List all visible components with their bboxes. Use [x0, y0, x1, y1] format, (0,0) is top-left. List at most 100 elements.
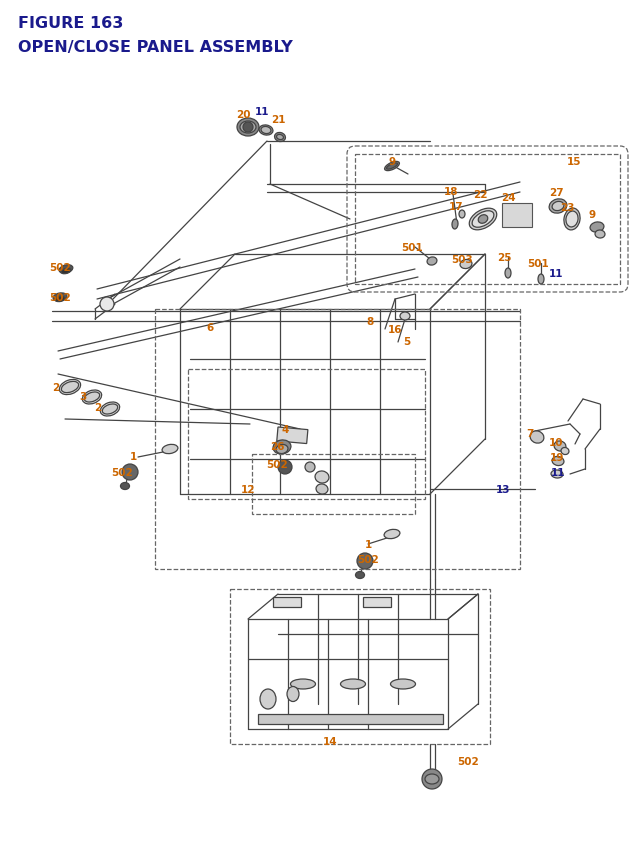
Text: 6: 6	[206, 323, 214, 332]
Text: 22: 22	[473, 189, 487, 200]
Ellipse shape	[400, 313, 410, 320]
FancyBboxPatch shape	[502, 204, 532, 228]
Text: 24: 24	[500, 193, 515, 202]
Ellipse shape	[505, 269, 511, 279]
Bar	[188, 369, 425, 499]
Text: 501: 501	[527, 258, 549, 269]
Ellipse shape	[384, 530, 400, 539]
Text: 502: 502	[357, 554, 379, 564]
Ellipse shape	[564, 209, 580, 231]
Ellipse shape	[552, 457, 564, 466]
Ellipse shape	[53, 294, 67, 301]
Ellipse shape	[469, 209, 497, 231]
Ellipse shape	[459, 211, 465, 219]
Ellipse shape	[291, 679, 316, 689]
Text: 21: 21	[271, 115, 285, 125]
Circle shape	[422, 769, 442, 789]
Text: 5: 5	[403, 337, 411, 347]
Text: 2: 2	[94, 403, 102, 412]
Text: 1: 1	[129, 451, 136, 461]
Ellipse shape	[538, 275, 544, 285]
Ellipse shape	[315, 472, 329, 484]
Ellipse shape	[549, 200, 567, 214]
Circle shape	[100, 298, 114, 312]
Ellipse shape	[590, 223, 604, 232]
Text: 502: 502	[266, 460, 288, 469]
Text: 12: 12	[241, 485, 255, 494]
Ellipse shape	[452, 220, 458, 230]
Text: FIGURE 163: FIGURE 163	[18, 16, 124, 31]
Text: 15: 15	[567, 157, 581, 167]
Ellipse shape	[340, 679, 365, 689]
Ellipse shape	[427, 257, 437, 266]
Text: 23: 23	[560, 202, 574, 213]
Ellipse shape	[60, 380, 81, 395]
Ellipse shape	[259, 126, 273, 136]
Bar	[276, 428, 308, 444]
Text: 13: 13	[496, 485, 510, 494]
Text: OPEN/CLOSE PANEL ASSEMBLY: OPEN/CLOSE PANEL ASSEMBLY	[18, 40, 292, 55]
Text: 502: 502	[111, 468, 133, 478]
Ellipse shape	[561, 448, 569, 455]
Text: 27: 27	[548, 188, 563, 198]
Ellipse shape	[260, 689, 276, 709]
Ellipse shape	[273, 441, 291, 455]
Text: 9: 9	[388, 157, 396, 167]
Text: 20: 20	[236, 110, 250, 120]
Ellipse shape	[237, 119, 259, 137]
Text: 502: 502	[457, 756, 479, 766]
Bar	[230, 589, 490, 744]
Text: 7: 7	[526, 429, 534, 438]
Text: 17: 17	[449, 201, 463, 212]
Ellipse shape	[61, 269, 71, 275]
Text: 14: 14	[323, 736, 337, 746]
Ellipse shape	[83, 391, 102, 405]
Ellipse shape	[425, 774, 439, 784]
Text: 3: 3	[79, 392, 86, 401]
Text: 25: 25	[497, 253, 511, 263]
Ellipse shape	[100, 403, 120, 417]
Ellipse shape	[55, 297, 65, 302]
Ellipse shape	[240, 122, 256, 133]
Ellipse shape	[316, 485, 328, 494]
Ellipse shape	[566, 212, 578, 227]
Bar	[363, 598, 391, 607]
Ellipse shape	[120, 483, 129, 490]
Text: 1: 1	[364, 539, 372, 549]
Bar	[273, 598, 301, 607]
Text: 502: 502	[49, 293, 71, 303]
Ellipse shape	[261, 127, 271, 134]
Ellipse shape	[276, 135, 284, 140]
Text: 503: 503	[451, 255, 473, 264]
Ellipse shape	[61, 382, 79, 393]
Ellipse shape	[287, 687, 299, 702]
Text: 11: 11	[255, 107, 269, 117]
Text: 18: 18	[444, 187, 458, 197]
Ellipse shape	[390, 679, 415, 689]
Ellipse shape	[84, 393, 100, 403]
Ellipse shape	[355, 572, 365, 579]
Ellipse shape	[385, 162, 399, 171]
Ellipse shape	[530, 431, 544, 443]
Bar	[258, 714, 443, 724]
Ellipse shape	[595, 231, 605, 238]
Ellipse shape	[275, 133, 285, 142]
Ellipse shape	[387, 164, 397, 170]
Text: 4: 4	[282, 424, 289, 435]
Circle shape	[357, 554, 373, 569]
Ellipse shape	[552, 202, 564, 211]
Ellipse shape	[478, 215, 488, 224]
Text: 502: 502	[49, 263, 71, 273]
Text: 19: 19	[550, 453, 564, 462]
Bar	[155, 310, 520, 569]
Ellipse shape	[460, 260, 472, 269]
Ellipse shape	[551, 470, 563, 479]
Bar	[355, 155, 620, 285]
Ellipse shape	[162, 445, 178, 454]
Text: 11: 11	[551, 468, 565, 478]
Circle shape	[278, 461, 292, 474]
Text: 9: 9	[588, 210, 596, 220]
Text: 16: 16	[388, 325, 403, 335]
Text: 8: 8	[366, 317, 374, 326]
Circle shape	[243, 123, 253, 133]
